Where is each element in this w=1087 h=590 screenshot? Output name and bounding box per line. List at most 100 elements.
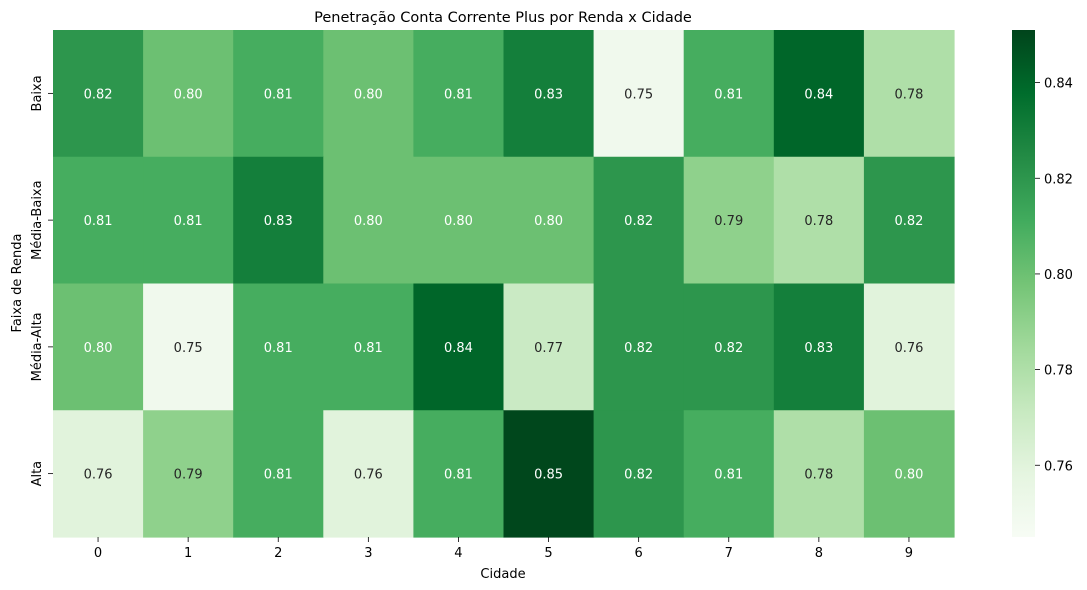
cell-value-label: 0.82 <box>894 214 923 229</box>
x-tick-label: 4 <box>454 546 462 561</box>
cell-value-label: 0.81 <box>264 468 293 483</box>
cell-value-label: 0.81 <box>444 468 473 483</box>
y-axis-ticks: Baixa Média-Baixa Média-Alta Alta <box>30 75 53 486</box>
cell-value-label: 0.76 <box>354 468 383 483</box>
heatmap-cell <box>593 30 685 158</box>
heatmap-cell <box>53 30 144 158</box>
heatmap-cell <box>143 156 234 285</box>
cell-value-label: 0.79 <box>714 214 743 229</box>
heatmap-cell <box>503 283 595 411</box>
heatmap-cell <box>593 156 685 285</box>
heatmap-cell <box>323 156 414 285</box>
heatmap-cell <box>593 410 685 538</box>
heatmap-cell <box>683 156 775 285</box>
cell-value-label: 0.78 <box>804 214 833 229</box>
cell-value-label: 0.81 <box>264 87 293 102</box>
colorbar-tick-label: 0.80 <box>1044 268 1073 283</box>
x-tick-label: 6 <box>635 546 643 561</box>
cell-value-label: 0.84 <box>804 87 833 102</box>
cell-value-label: 0.82 <box>84 87 113 102</box>
cell-value-label: 0.76 <box>894 341 923 356</box>
colorbar-tick-label: 0.76 <box>1044 459 1073 474</box>
cell-value-label: 0.84 <box>444 341 473 356</box>
heatmap-cell <box>593 283 685 411</box>
cell-value-label: 0.82 <box>624 341 653 356</box>
heatmap-cell <box>53 156 144 285</box>
heatmap-cell <box>143 30 234 158</box>
heatmap-cell <box>233 156 324 285</box>
heatmap-cell <box>233 283 324 411</box>
x-tick-label: 8 <box>815 546 823 561</box>
cell-value-label: 0.78 <box>894 87 923 102</box>
x-tick-label: 9 <box>905 546 913 561</box>
cell-value-label: 0.82 <box>714 341 743 356</box>
cell-value-label: 0.83 <box>534 87 563 102</box>
heatmap-cell <box>863 30 955 158</box>
cell-value-label: 0.81 <box>84 214 113 229</box>
cell-value-label: 0.80 <box>174 87 203 102</box>
heatmap-cell <box>773 30 865 158</box>
heatmap-cell <box>863 156 955 285</box>
y-tick-label: Média-Alta <box>30 312 45 381</box>
colorbar-ticks: 0.76 0.78 0.80 0.82 0.84 <box>1035 77 1073 474</box>
cell-value-label: 0.80 <box>894 468 923 483</box>
x-tick-label: 1 <box>184 546 192 561</box>
cell-value-label: 0.81 <box>444 87 473 102</box>
colorbar-tick-label: 0.84 <box>1044 77 1073 92</box>
cell-value-label: 0.81 <box>714 87 743 102</box>
x-tick-label: 7 <box>725 546 733 561</box>
cell-value-label: 0.80 <box>444 214 473 229</box>
heatmap-cell <box>323 30 414 158</box>
colorbar-tick-label: 0.78 <box>1044 364 1073 379</box>
heatmap-cell <box>413 156 505 285</box>
heatmap-cell <box>233 30 324 158</box>
heatmap-cell <box>863 283 955 411</box>
heatmap-cell <box>413 410 505 538</box>
cell-value-label: 0.76 <box>84 468 113 483</box>
heatmap-cell <box>53 283 144 411</box>
cell-value-label: 0.77 <box>534 341 563 356</box>
y-tick-label: Alta <box>30 461 45 487</box>
heatmap-cell <box>683 283 775 411</box>
y-tick-label: Baixa <box>30 75 45 111</box>
cell-value-label: 0.81 <box>354 341 383 356</box>
heatmap-cell <box>413 283 505 411</box>
cell-value-label: 0.75 <box>624 87 653 102</box>
cell-value-label: 0.80 <box>534 214 563 229</box>
colorbar-tick-label: 0.82 <box>1044 172 1073 187</box>
cell-value-label: 0.82 <box>624 214 653 229</box>
x-tick-label: 3 <box>364 546 372 561</box>
heatmap-cell <box>323 283 414 411</box>
cell-value-label: 0.81 <box>174 214 203 229</box>
chart-title: Penetração Conta Corrente Plus por Renda… <box>314 10 692 26</box>
y-tick-label: Média-Baixa <box>30 180 45 259</box>
cell-value-label: 0.80 <box>84 341 113 356</box>
cell-value-label: 0.85 <box>534 468 563 483</box>
colorbar <box>1012 30 1035 537</box>
heatmap-cells: 0.82 0.80 0.81 0.80 0.81 0.83 0.75 0.81 0.84 0.78… <box>53 30 955 538</box>
heatmap-cell <box>683 410 775 538</box>
heatmap-cell <box>863 410 955 538</box>
heatmap-cell <box>323 410 414 538</box>
cell-value-label: 0.82 <box>624 468 653 483</box>
cell-value-label: 0.83 <box>804 341 833 356</box>
heatmap-cell <box>233 410 324 538</box>
heatmap-cell <box>413 30 505 158</box>
heatmap-cell <box>503 30 595 158</box>
heatmap-cell <box>773 410 865 538</box>
heatmap-cell <box>773 283 865 411</box>
cell-value-label: 0.81 <box>264 341 293 356</box>
heatmap-cell <box>773 156 865 285</box>
cell-value-label: 0.80 <box>354 214 383 229</box>
x-tick-label: 5 <box>544 546 552 561</box>
x-tick-label: 0 <box>94 546 102 561</box>
cell-value-label: 0.75 <box>174 341 203 356</box>
cell-value-label: 0.78 <box>804 468 833 483</box>
cell-value-label: 0.81 <box>714 468 743 483</box>
x-axis-ticks: 0 1 2 3 4 5 6 7 8 9 <box>94 537 913 561</box>
x-axis-label: Cidade <box>480 567 525 582</box>
heatmap-cell <box>503 156 595 285</box>
heatmap-cell <box>503 410 595 538</box>
cell-value-label: 0.80 <box>354 87 383 102</box>
